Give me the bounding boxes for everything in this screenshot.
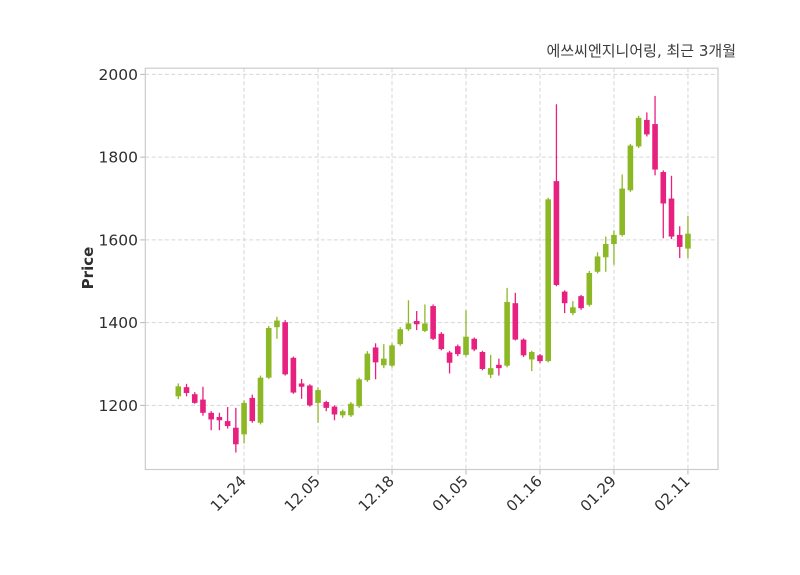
candle-body-down [553, 181, 560, 285]
candle-body-down [479, 352, 486, 369]
candle-body-down [298, 383, 305, 387]
candle-body-down [208, 412, 214, 420]
candle-body-down [512, 303, 519, 340]
y-tick-label: 1600 [99, 231, 138, 249]
candle-body-down [249, 397, 256, 422]
candle-body-down [307, 385, 313, 406]
candle-body-down [282, 322, 288, 375]
candle-body-up [545, 199, 551, 362]
candle-body-up [339, 411, 346, 416]
candle-body-up [389, 345, 395, 366]
candle-body-up [594, 256, 601, 272]
candle-body-down [454, 346, 461, 355]
candle-body-up [635, 117, 642, 147]
x-tick-label: 12.18 [355, 472, 398, 515]
x-tick-label: 02.11 [651, 472, 694, 515]
candle-body-down [676, 234, 683, 247]
candle-body-down [372, 347, 379, 363]
candle-body-up [405, 323, 412, 330]
candle-body-up [364, 353, 371, 381]
candle-body-up [611, 234, 617, 245]
candle-body-down [233, 427, 239, 445]
candle-body-down [520, 339, 527, 356]
candle-body-up [348, 403, 354, 416]
candle-body-down [430, 306, 436, 339]
candle-body-down [331, 406, 338, 415]
candle-body-down [323, 402, 330, 408]
candle-body-up [356, 379, 362, 407]
candle-body-down [496, 364, 502, 369]
candle-body-down [413, 320, 420, 325]
candle-body-down [200, 399, 206, 413]
candle-body-up [381, 358, 387, 366]
plot-border [144, 67, 719, 471]
candle-body-up [397, 329, 404, 345]
candle-body-down [660, 172, 667, 204]
x-tick-label: 11.24 [207, 472, 250, 515]
candle-body-up [175, 386, 182, 397]
candle-body-up [422, 323, 428, 331]
candle-body-up [265, 328, 272, 378]
x-tick-label: 01.29 [577, 472, 620, 515]
x-tick-label: 12.05 [281, 472, 324, 515]
candle-body-down [537, 355, 543, 362]
candle-body-up [570, 307, 576, 314]
candle-body-down [446, 352, 453, 363]
candle-body-up [619, 188, 625, 235]
candle-body-down [216, 416, 223, 421]
y-tick-label: 1400 [99, 314, 138, 332]
chart-title: 에쓰씨엔지니어링, 최근 3개월 [546, 42, 736, 60]
candle-body-up [685, 233, 691, 249]
candle-body-down [644, 119, 650, 135]
candle-body-down [183, 387, 190, 393]
candle-body-up [315, 390, 321, 403]
y-tick-label: 1200 [99, 397, 138, 415]
candle-body-down [191, 394, 198, 403]
candle-body-up [586, 272, 593, 305]
candle-body-up [627, 145, 634, 191]
candle-body-up [602, 244, 609, 258]
candle-body-up [463, 336, 469, 355]
candle-body-up [528, 352, 535, 360]
candle-body-down [578, 296, 584, 309]
candle-body-down [652, 124, 658, 170]
candle-body-up [241, 402, 247, 435]
candle-body-up [257, 377, 264, 423]
candle-body-up [504, 301, 510, 366]
candle-body-down [290, 357, 297, 393]
candle-body-down [561, 291, 568, 304]
candle-body-up [487, 368, 494, 375]
y-tick-label: 2000 [99, 66, 138, 84]
x-tick-label: 01.05 [429, 472, 472, 515]
x-tick-label: 01.16 [503, 472, 546, 515]
candle-body-down [438, 333, 445, 350]
candle-body-down [471, 338, 478, 350]
candle-body-down [668, 198, 675, 237]
candle-body-up [274, 320, 280, 328]
y-tick-label: 1800 [99, 149, 138, 167]
candle-body-down [224, 421, 231, 427]
